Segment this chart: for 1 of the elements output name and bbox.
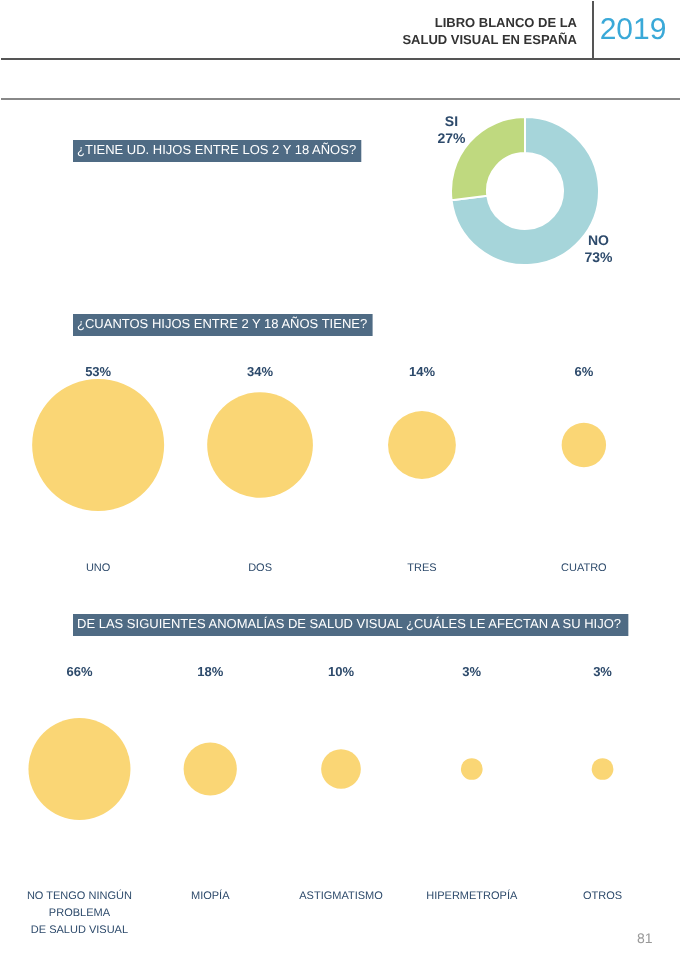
text: 2019	[599, 13, 667, 47]
